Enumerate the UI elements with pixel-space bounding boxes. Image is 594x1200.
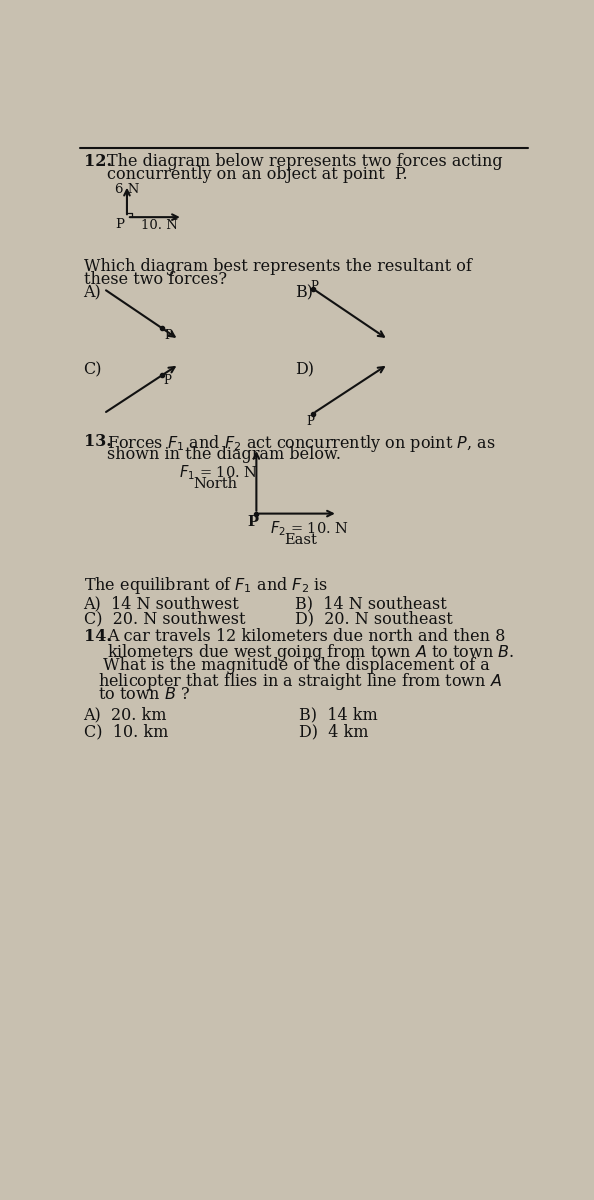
- Text: helicopter that flies in a straight line from town $A$: helicopter that flies in a straight line…: [97, 672, 501, 692]
- Text: to town $B$ ?: to town $B$ ?: [97, 686, 189, 703]
- Text: 6 N: 6 N: [115, 184, 139, 197]
- Text: C): C): [84, 361, 102, 378]
- Text: The equilibrant of $F_1$ and $F_2$ is: The equilibrant of $F_1$ and $F_2$ is: [84, 575, 328, 596]
- Text: A)  14 N southwest: A) 14 N southwest: [84, 595, 239, 612]
- Text: 13.: 13.: [84, 433, 111, 450]
- Text: The diagram below represents two forces acting: The diagram below represents two forces …: [107, 154, 503, 170]
- Text: D)  4 km: D) 4 km: [299, 724, 368, 740]
- Text: P: P: [163, 374, 171, 388]
- Text: P: P: [307, 415, 315, 428]
- Text: C)  20. N southwest: C) 20. N southwest: [84, 611, 245, 628]
- Text: B)  14 N southeast: B) 14 N southeast: [295, 595, 447, 612]
- Text: shown in the diagram below.: shown in the diagram below.: [107, 446, 341, 463]
- Text: concurrently on an object at point  P.: concurrently on an object at point P.: [107, 167, 407, 184]
- Text: 14.: 14.: [84, 628, 112, 644]
- Text: P: P: [164, 329, 172, 342]
- Text: D): D): [295, 361, 314, 378]
- Text: $F_2$ = 10. N: $F_2$ = 10. N: [270, 520, 349, 539]
- Text: East: East: [285, 533, 317, 547]
- Text: Forces $F_1$ and $F_2$ act concurrently on point $P$, as: Forces $F_1$ and $F_2$ act concurrently …: [107, 433, 495, 454]
- Text: C)  10. km: C) 10. km: [84, 724, 168, 740]
- Text: D)  20. N southeast: D) 20. N southeast: [295, 611, 453, 628]
- Text: these two forces?: these two forces?: [84, 271, 226, 288]
- Text: 10. N: 10. N: [141, 220, 178, 233]
- Text: A): A): [84, 284, 102, 301]
- Text: P: P: [115, 218, 124, 230]
- Text: 12.: 12.: [84, 154, 112, 170]
- Text: $F_1$ = 10. N: $F_1$ = 10. N: [179, 463, 258, 482]
- Text: North: North: [193, 478, 237, 492]
- Text: Which diagram best represents the resultant of: Which diagram best represents the result…: [84, 258, 472, 275]
- Text: A)  20. km: A) 20. km: [84, 706, 167, 724]
- Text: P: P: [247, 515, 258, 529]
- Text: A car travels 12 kilometers due north and then 8: A car travels 12 kilometers due north an…: [107, 628, 505, 644]
- Text: What is the magnitude of the displacement of a: What is the magnitude of the displacemen…: [97, 656, 489, 674]
- Text: B): B): [295, 284, 313, 301]
- Text: B)  14 km: B) 14 km: [299, 706, 378, 724]
- Text: P: P: [311, 281, 318, 293]
- Text: kilometers due west going from town $A$ to town $B$.: kilometers due west going from town $A$ …: [107, 642, 514, 664]
